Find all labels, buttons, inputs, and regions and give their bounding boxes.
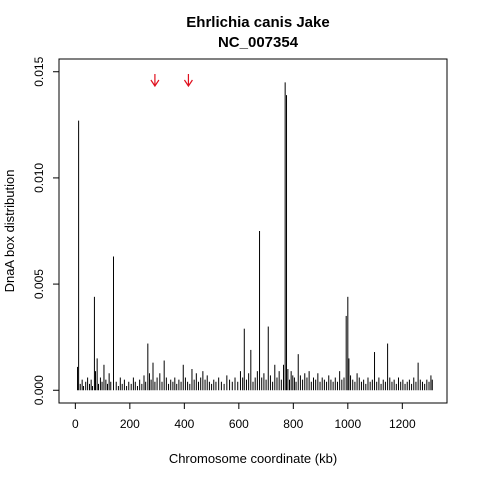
x-tick-label: 1000 [334,417,361,431]
x-tick-label: 1200 [389,417,416,431]
arrows-group [150,74,193,88]
chart-title: Ehrlichia canis Jake [186,14,329,31]
x-tick-label: 600 [229,417,249,431]
x-axis-label: Chromosome coordinate (kb) [169,451,337,466]
y-tick-label: 0.005 [32,269,46,299]
chart-subtitle: NC_007354 [218,34,299,51]
x-tick-label: 0 [72,417,79,431]
x-tick-label: 800 [283,417,303,431]
plot-frame [58,58,448,404]
x-tick-label: 200 [120,417,140,431]
y-axis-label: DnaA box distribution [2,170,17,293]
x-tick-label: 400 [174,417,194,431]
x-axis: 0 200 400 600 800 1000 1200 [72,402,416,431]
y-axis: 0.000 0.005 0.010 0.015 [32,56,60,405]
y-tick-label: 0.010 [32,163,46,193]
y-tick-label: 0.015 [32,56,46,86]
bars-group [77,82,433,391]
y-tick-label: 0.000 [32,375,46,405]
red-arrow-icon [150,74,160,88]
red-arrow-icon [183,74,193,88]
